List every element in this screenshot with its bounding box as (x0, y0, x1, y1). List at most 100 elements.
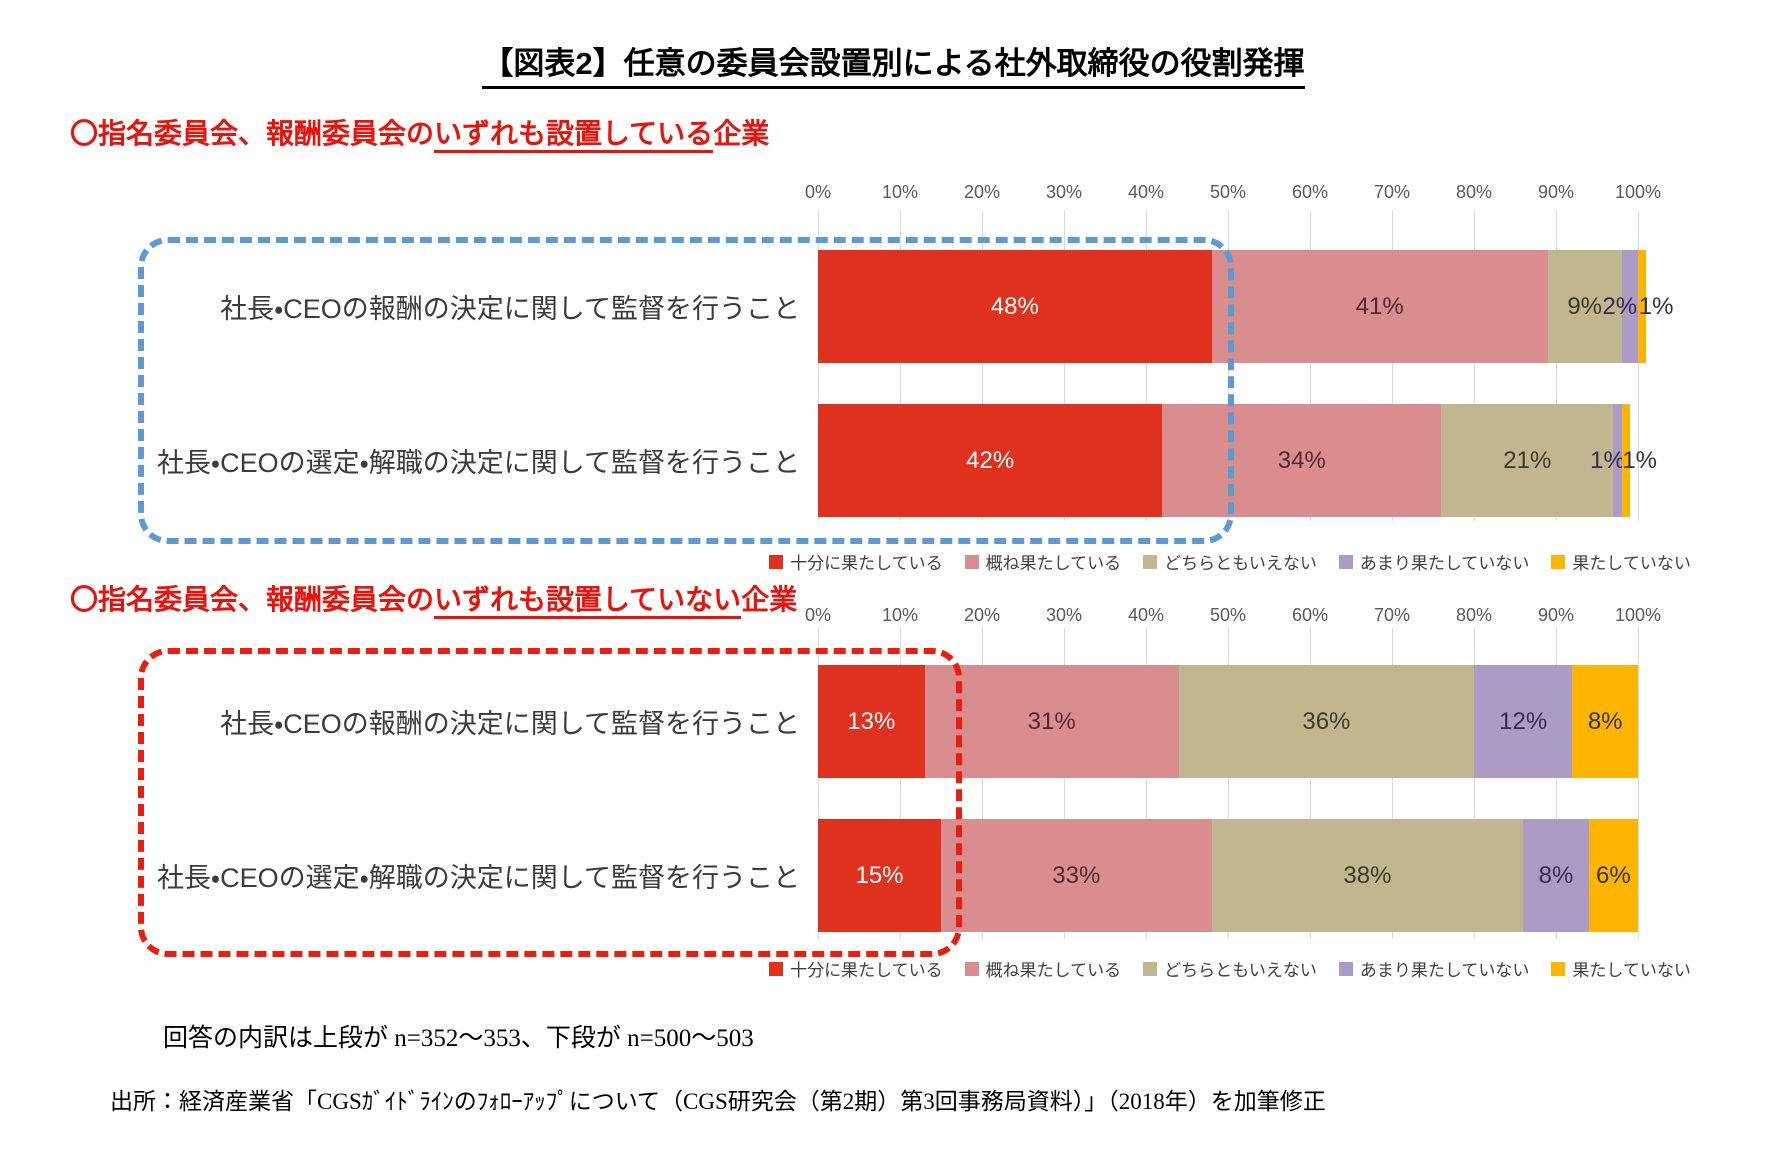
bar-segment: 36% (1178, 665, 1474, 778)
x-axis-tick-label: 40% (1127, 605, 1165, 625)
bar-row: 15% 33% 38% 8% 6% (818, 819, 1638, 932)
grid-line (1474, 628, 1475, 939)
grid-line (818, 628, 819, 939)
x-axis-tick-label: 0% (804, 182, 832, 202)
legend-swatch (1338, 554, 1353, 569)
bar-segment: 31% (924, 665, 1179, 778)
legend-item: 果たしていない (1551, 549, 1691, 574)
grid-line (982, 210, 983, 521)
grid-line (1392, 628, 1393, 939)
section-heading-pre: 〇指名委員会、報酬委員会の (70, 584, 435, 615)
bar-value-label: 8% (1538, 861, 1574, 889)
x-axis-tick-label: 70% (1373, 605, 1411, 625)
section-heading-pre: 〇指名委員会、報酬委員会の (70, 118, 435, 149)
section-heading-underlined: いずれも設置していない (434, 584, 742, 619)
bar-segment: 12% (1473, 665, 1573, 778)
legend-swatch (1338, 961, 1353, 976)
x-axis-tick-label: 30% (1045, 605, 1083, 625)
bar-value-label: 1% (1622, 446, 1657, 474)
bar-segment: 8% (1572, 665, 1638, 778)
legend-item: 概ね果たしている (964, 956, 1122, 981)
bar-value-label: 12% (1499, 707, 1548, 735)
bar-segment: 38% (1211, 819, 1524, 932)
bar-segment: 41% (1211, 250, 1548, 363)
bar-segment: 1% (1621, 404, 1657, 517)
bar-value-label: 1% (1638, 292, 1674, 320)
x-axis-tick-label: 60% (1291, 182, 1329, 202)
legend-label: どちらともいえない (1164, 554, 1317, 573)
bar-value-label: 48% (990, 292, 1039, 320)
x-axis-tick-label: 80% (1455, 605, 1493, 625)
grid-line (1474, 210, 1475, 521)
grid-line (1146, 210, 1147, 521)
legend-label: 十分に果たしている (790, 554, 943, 573)
x-axis-tick-label: 20% (963, 605, 1001, 625)
grid-line (1392, 210, 1393, 521)
bar-row: 48% 41% 9% 2% 1% (818, 250, 1673, 363)
section-heading-with-committees: 〇指名委員会、報酬委員会のいずれも設置している企業 (70, 112, 769, 153)
bar-segment: 21% (1441, 404, 1614, 517)
source-citation: 出所：経済産業省「CGSｶﾞｲﾄﾞﾗｲﾝのﾌｫﾛｰｱｯﾌﾟについて（CGS研究会… (110, 1089, 1326, 1114)
bar-segment: 48% (818, 250, 1212, 363)
legend-label: 概ね果たしている (985, 961, 1122, 980)
legend-swatch (964, 961, 979, 976)
grid-line (1638, 628, 1639, 939)
page-title-text: 【図表2】任意の委員会設置別による社外取締役の役割発揮 (482, 38, 1305, 89)
x-axis-tick-label: 90% (1537, 605, 1575, 625)
bar-value-label: 36% (1302, 707, 1351, 735)
section-heading-underlined: いずれも設置している (434, 118, 714, 153)
x-axis-tick-label: 40% (1127, 182, 1165, 202)
legend-swatch (1143, 961, 1158, 976)
bar-segment: 8% (1523, 819, 1589, 932)
legend-item: 果たしていない (1551, 956, 1691, 981)
legend-label: 果たしていない (1572, 961, 1691, 980)
legend-swatch (1143, 554, 1158, 569)
category-label: 社長・CEOの選定・解職の決定に関して監督を行うこと (156, 448, 800, 478)
legend: 十分に果たしている 概ね果たしている どちらともいえない あまり果たしていない 果たして… (700, 549, 1760, 574)
legend-swatch (769, 554, 784, 569)
legend-label: どちらともいえない (1164, 961, 1317, 980)
grid-line (900, 628, 901, 939)
x-axis-tick-label: 50% (1209, 182, 1247, 202)
legend-item: 十分に果たしている (769, 956, 943, 981)
grid-line (982, 628, 983, 939)
grid-line (818, 210, 819, 521)
bar-value-label: 33% (1052, 861, 1101, 889)
legend-item: 十分に果たしている (769, 549, 943, 574)
legend-label: あまり果たしていない (1359, 554, 1530, 573)
grid-line (900, 210, 901, 521)
bar-segment: 33% (941, 819, 1212, 932)
page-title: 【図表2】任意の委員会設置別による社外取締役の役割発揮 (0, 38, 1787, 89)
bar-value-label: 8% (1587, 707, 1623, 735)
section-heading-without-committees: 〇指名委員会、報酬委員会のいずれも設置していない企業 (70, 578, 798, 619)
bar-segment: 2% (1602, 250, 1638, 363)
bar-value-label: 34% (1277, 446, 1326, 474)
bar-row: 13% 31% 36% 12% 8% (818, 665, 1638, 778)
section-heading-post: 企業 (741, 584, 798, 615)
bar-segment: 1% (1637, 250, 1673, 363)
grid-line (1310, 628, 1311, 939)
x-axis-tick-label: 10% (881, 605, 919, 625)
legend-item: あまり果たしていない (1338, 956, 1529, 981)
sample-size-footnote: 回答の内訳は上段が n=352～353、下段が n=500～503 (163, 1025, 754, 1052)
category-label: 社長・CEOの報酬の決定に関して監督を行うこと (220, 709, 800, 739)
x-axis-tick-label: 90% (1537, 182, 1575, 202)
bar-value-label: 15% (855, 861, 904, 889)
bar-segment: 13% (818, 665, 925, 778)
bar-value-label: 9% (1567, 292, 1603, 320)
bar-value-label: 6% (1596, 861, 1631, 889)
grid-line (1064, 628, 1065, 939)
x-axis-tick-label: 0% (804, 605, 832, 625)
legend-swatch (964, 554, 979, 569)
x-axis-tick-label: 100% (1614, 605, 1662, 625)
legend-swatch (769, 961, 784, 976)
legend-item: どちらともいえない (1143, 956, 1317, 981)
grid-line (1310, 210, 1311, 521)
x-axis-tick-label: 50% (1209, 605, 1247, 625)
bar-value-label: 31% (1027, 707, 1076, 735)
bar-value-label: 42% (966, 446, 1015, 474)
bar-value-label: 38% (1343, 861, 1392, 889)
bar-segment: 42% (818, 404, 1163, 517)
bar-value-label: 41% (1355, 292, 1404, 320)
